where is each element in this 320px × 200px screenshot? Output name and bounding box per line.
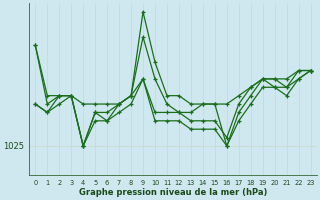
X-axis label: Graphe pression niveau de la mer (hPa): Graphe pression niveau de la mer (hPa) xyxy=(79,188,267,197)
